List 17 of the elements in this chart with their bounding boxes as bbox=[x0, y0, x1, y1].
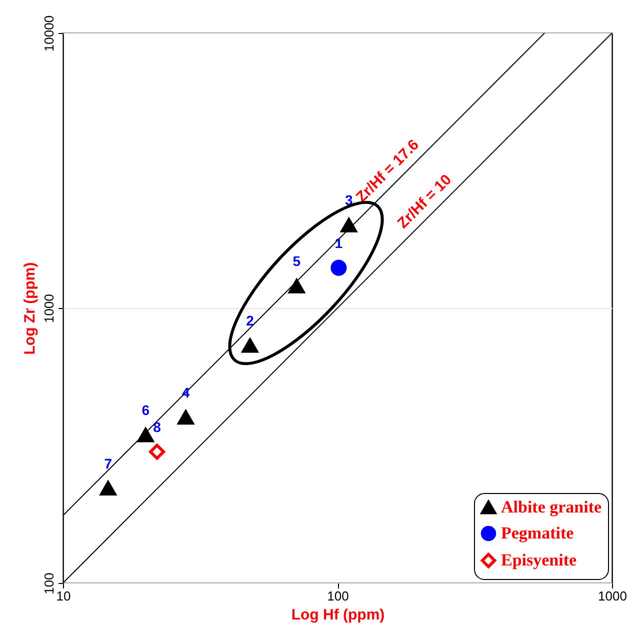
y-tick-label: 10000 bbox=[42, 15, 56, 52]
y-axis-title: Log Zr (ppm) bbox=[22, 262, 38, 355]
annotation: 1 bbox=[334, 234, 343, 251]
x-tick-label: 10 bbox=[56, 588, 71, 604]
annotation: 7 bbox=[104, 455, 112, 472]
x-tick-label: 100 bbox=[327, 588, 349, 604]
legend-label: Albite granite bbox=[501, 498, 602, 516]
annotation: 8 bbox=[153, 418, 162, 435]
annotation: 3 bbox=[344, 192, 353, 208]
legend-label: Pegmatite bbox=[501, 524, 574, 542]
annotation: 2 bbox=[246, 312, 254, 329]
x-tick-label: 1000 bbox=[598, 588, 627, 604]
annotation: 6 bbox=[142, 402, 150, 418]
legend-label: Episyenite bbox=[501, 550, 578, 570]
y-tick-label: 1000 bbox=[42, 294, 56, 323]
annotation: 5 bbox=[292, 253, 301, 270]
x-axis-title: Log Hf (ppm) bbox=[291, 606, 385, 624]
